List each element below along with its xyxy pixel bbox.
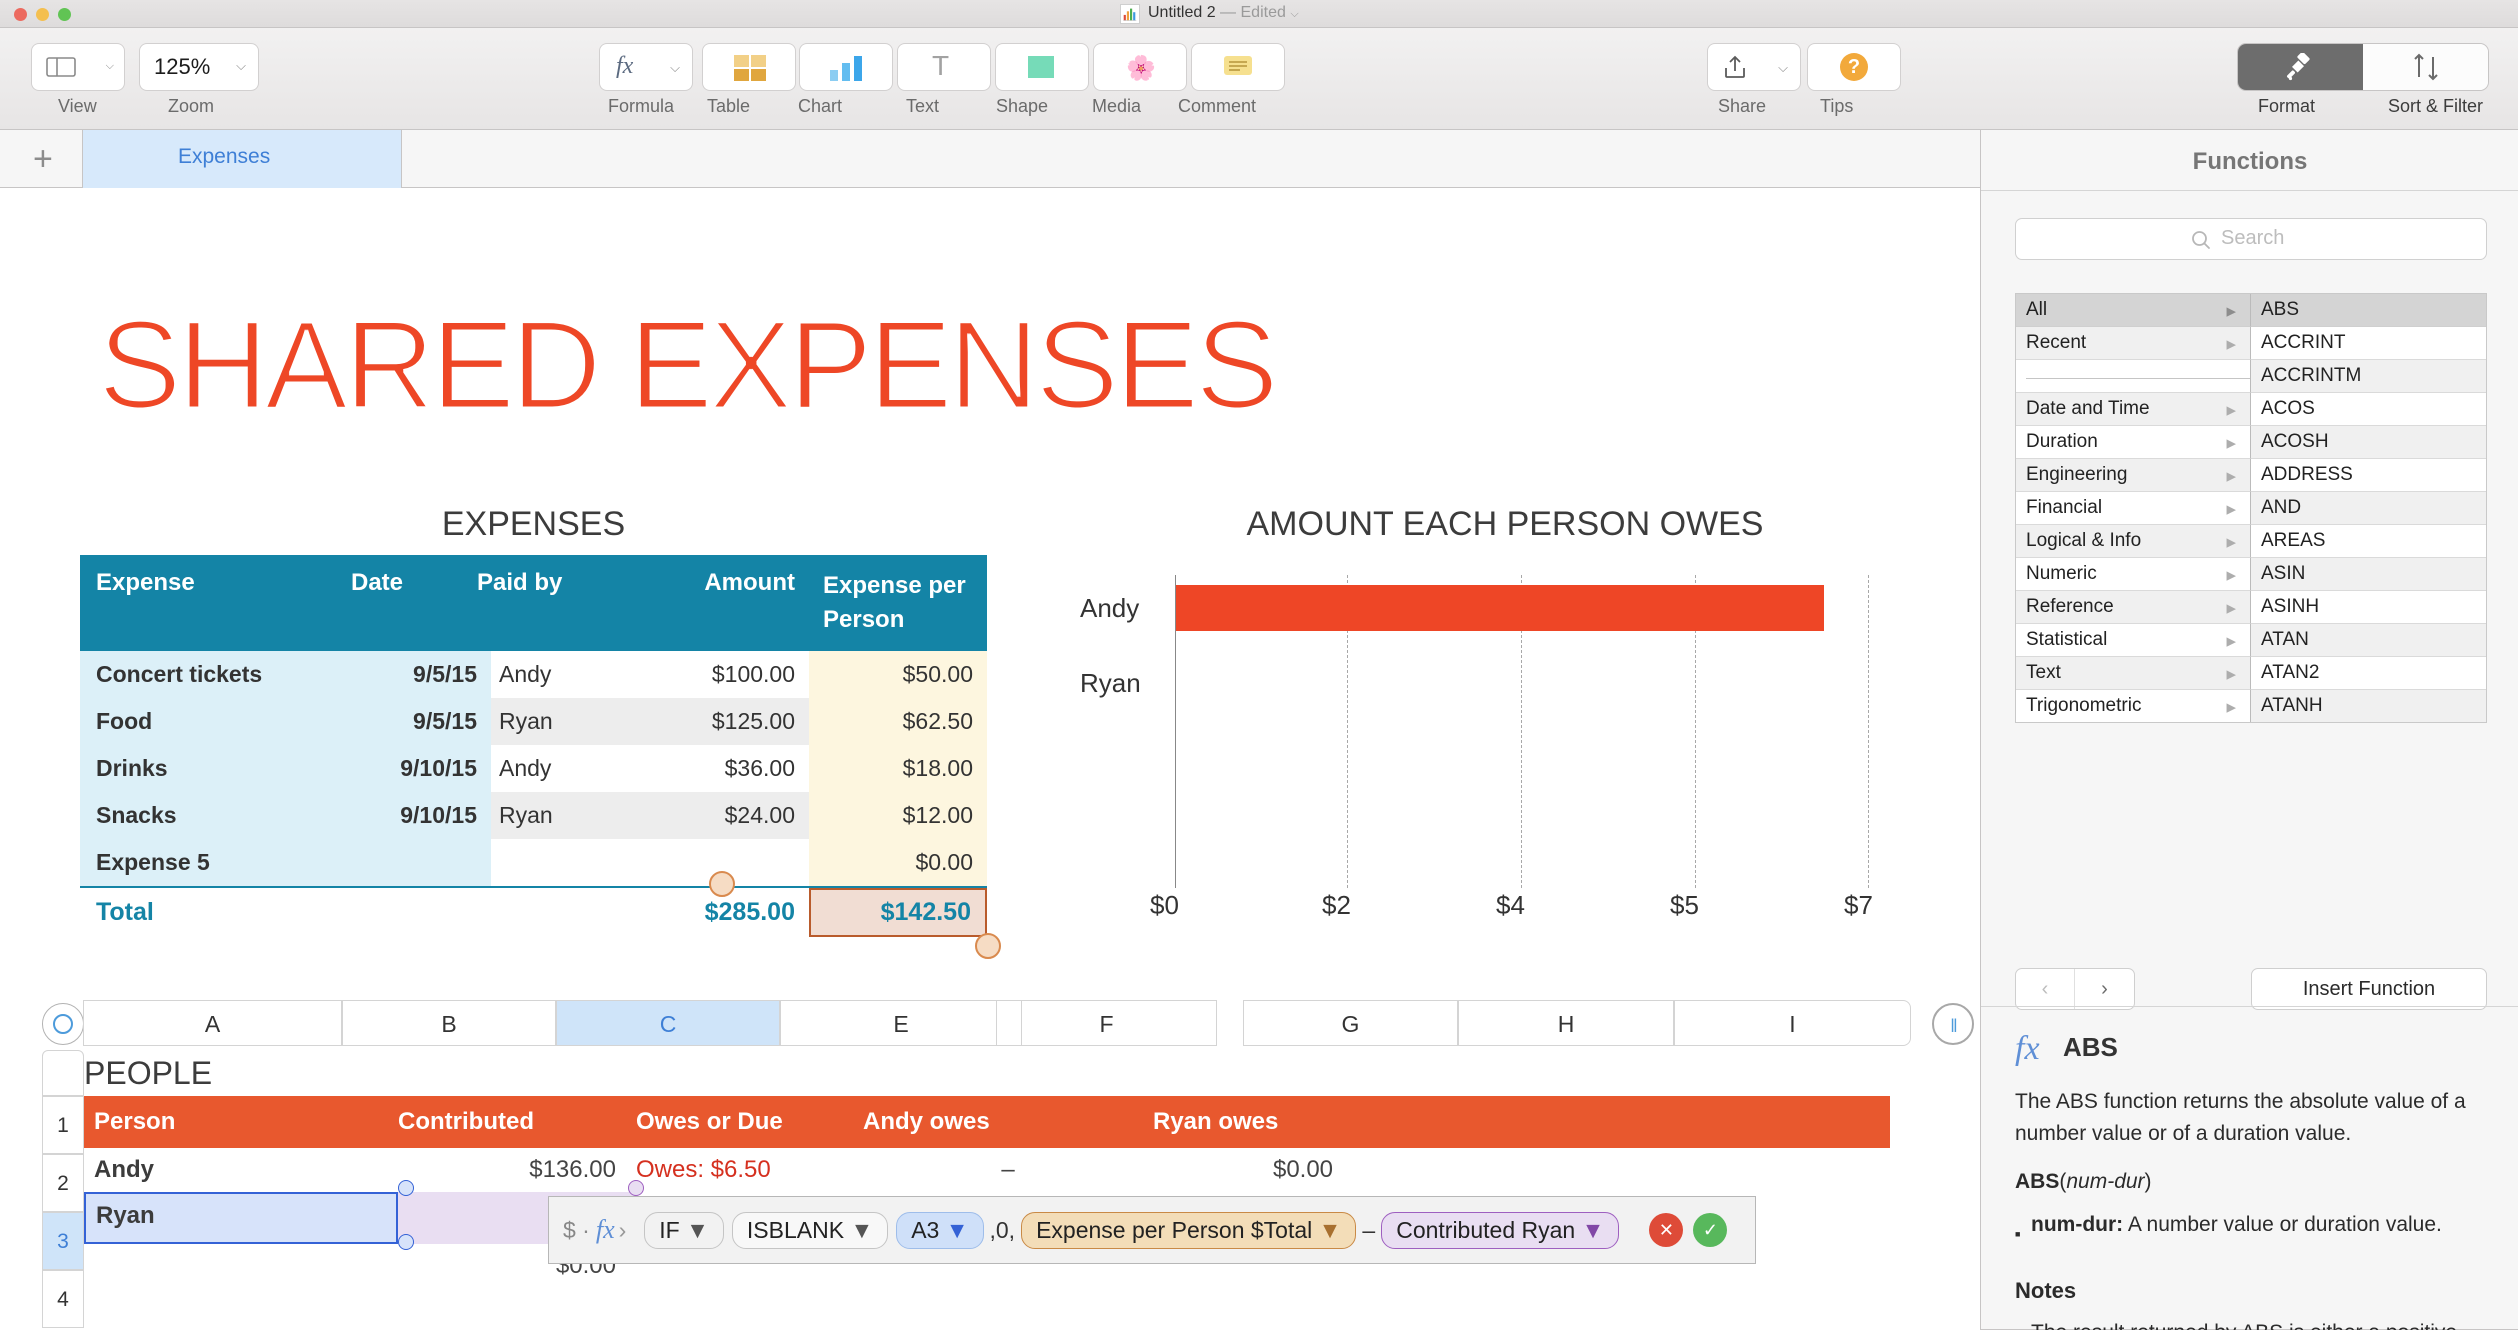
- svg-text:SHARED EXPENSES: SHARED EXPENSES: [98, 300, 1275, 435]
